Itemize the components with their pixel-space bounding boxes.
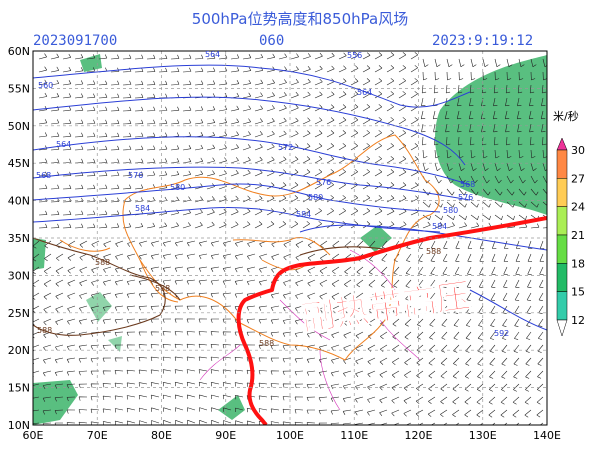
svg-text:572: 572 <box>278 143 293 152</box>
colorbar: 12 15 18 21 24 27 30 <box>556 137 585 337</box>
init-time: 2023091700 <box>33 33 118 49</box>
lat-label: 55N <box>8 82 30 95</box>
svg-text:576: 576 <box>316 178 331 187</box>
svg-text:588: 588 <box>259 339 274 348</box>
province-borders <box>199 249 421 411</box>
grid <box>33 51 547 425</box>
svg-text:584: 584 <box>296 210 311 219</box>
svg-text:576: 576 <box>128 171 143 180</box>
lat-label: 45N <box>8 157 30 170</box>
svg-text:568: 568 <box>460 180 475 189</box>
map-frame <box>32 50 548 426</box>
svg-text:564: 564 <box>205 50 220 59</box>
svg-text:580: 580 <box>170 183 185 192</box>
lat-label: 25N <box>8 307 30 320</box>
wind-barbs <box>33 52 547 425</box>
svg-text:584: 584 <box>135 204 150 213</box>
svg-text:580: 580 <box>308 193 323 202</box>
svg-text:560: 560 <box>38 81 53 90</box>
lat-label: 30N <box>8 269 30 282</box>
lon-label: 120E <box>405 429 433 442</box>
svg-text:588: 588 <box>37 326 52 335</box>
colorbar-label: 15 <box>571 286 585 299</box>
colorbar-unit: 米/秒 <box>553 110 579 123</box>
lon-label: 140E <box>533 429 561 442</box>
colorbar-label: 18 <box>571 257 585 270</box>
svg-text:564: 564 <box>357 88 372 97</box>
svg-text:588: 588 <box>155 284 170 293</box>
colorbar-segment <box>556 263 568 292</box>
colorbar-label: 12 <box>571 314 585 327</box>
colorbar-segment <box>556 291 568 321</box>
lon-label: 80E <box>151 429 172 442</box>
colorbar-segment <box>556 206 568 236</box>
lat-label: 20N <box>8 344 30 357</box>
lon-label: 100E <box>276 429 304 442</box>
svg-text:576: 576 <box>458 193 473 202</box>
valid-time: 2023:9:19:12 <box>432 33 534 49</box>
lon-labels: 60E 70E 80E 90E 100E 110E 120E 130E 140E <box>23 429 561 442</box>
colorbar-segment <box>556 149 568 179</box>
lat-labels: 10N 15N 20N 25N 30N 35N 40N 45N 50N 55N 60N <box>8 45 30 432</box>
lat-label: 50N <box>8 120 30 133</box>
lon-label: 110E <box>340 429 368 442</box>
colorbar-label: 24 <box>571 201 585 214</box>
colorbar-label: 21 <box>571 229 585 242</box>
lon-label: 130E <box>469 429 497 442</box>
contour-labels: 564 556 560 564 564 572 568 576 576 568 … <box>36 50 509 348</box>
colorbar-segment <box>556 178 568 207</box>
svg-text:588: 588 <box>426 247 441 256</box>
subtropical-high-outline <box>236 216 547 425</box>
colorbar-segment <box>556 234 568 264</box>
svg-text:556: 556 <box>347 51 362 60</box>
lat-label: 40N <box>8 195 30 208</box>
lat-label: 35N <box>8 232 30 245</box>
high-contours <box>33 237 391 336</box>
lon-label: 60E <box>23 429 44 442</box>
colorbar-bottom-cap <box>556 319 568 337</box>
colorbar-label: 30 <box>571 144 585 157</box>
svg-text:588: 588 <box>95 258 110 267</box>
svg-text:584: 584 <box>432 222 447 231</box>
height-contours <box>33 64 547 331</box>
forecast-hour: 060 <box>259 33 285 49</box>
lat-label: 60N <box>8 45 30 58</box>
chart-title: 500hPa位势高度和850hPa风场 <box>191 10 409 28</box>
svg-text:564: 564 <box>56 140 71 149</box>
lon-label: 90E <box>215 429 236 442</box>
svg-text:592: 592 <box>494 329 509 338</box>
colorbar-label: 27 <box>571 172 585 185</box>
svg-text:580: 580 <box>443 206 458 215</box>
lat-label: 10N <box>8 419 30 432</box>
lon-label: 70E <box>87 429 108 442</box>
colorbar-top-cap <box>556 137 568 151</box>
svg-text:568: 568 <box>36 171 51 180</box>
lat-label: 15N <box>8 382 30 395</box>
